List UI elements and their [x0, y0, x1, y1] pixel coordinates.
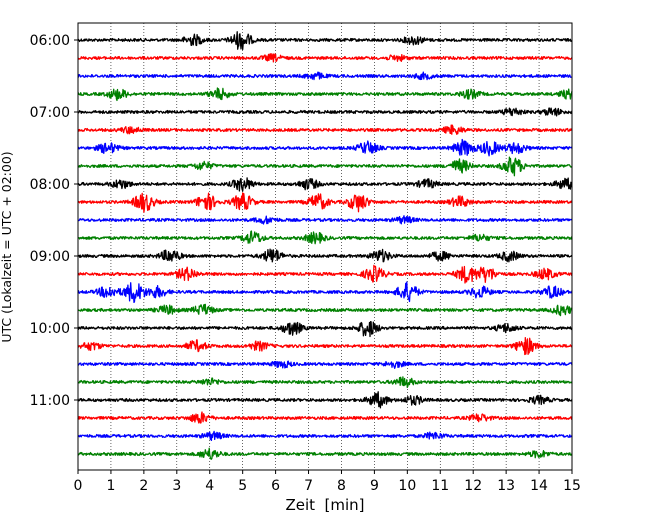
trace-0600	[77, 31, 573, 51]
x-tick-label: 6	[271, 478, 280, 494]
trace-1115	[77, 411, 573, 424]
trace-0815	[77, 192, 573, 213]
plot-frame	[77, 22, 573, 471]
x-tick-label: 1	[106, 478, 115, 494]
trace-1030	[77, 360, 573, 369]
x-tick-label: 5	[238, 478, 247, 494]
trace-0930	[77, 281, 573, 304]
y-tick-label: 10:00	[30, 321, 70, 337]
x-tick-label: 11	[431, 478, 449, 494]
trace-0900	[77, 248, 573, 263]
x-tick-label: 0	[74, 478, 83, 494]
x-tick-label: 8	[337, 478, 346, 494]
trace-0700	[77, 107, 573, 117]
x-tick-label: 9	[370, 478, 379, 494]
y-tick-label: 06:00	[30, 33, 70, 49]
y-tick-label: 08:00	[30, 177, 70, 193]
x-tick-label: 2	[139, 478, 148, 494]
x-tick-label: 3	[172, 478, 181, 494]
x-tick-label: 10	[398, 478, 416, 494]
seismogram-traces	[77, 31, 573, 460]
trace-1045	[77, 376, 573, 389]
x-axis-ticks: 0 1 2 3 4 5 6 7 8 9 10 11 12 13 14 15	[74, 470, 581, 494]
trace-0615	[77, 53, 573, 63]
trace-0745	[77, 156, 573, 177]
trace-1145	[77, 447, 573, 460]
trace-0730	[77, 138, 573, 157]
trace-0845	[77, 230, 573, 245]
y-axis-ticks: 06:00 07:00 08:00 09:00 10:00 11:00	[30, 33, 78, 409]
trace-0800	[77, 177, 573, 192]
trace-0715	[77, 124, 573, 135]
y-tick-label: 11:00	[30, 393, 70, 409]
trace-1000	[77, 320, 573, 338]
y-axis-label: UTC (Lokalzeit = UTC + 02:00)	[0, 151, 14, 342]
x-tick-label: 7	[304, 478, 313, 494]
trace-1130	[77, 430, 573, 442]
trace-0645	[77, 87, 573, 102]
x-tick-label: 13	[497, 478, 515, 494]
y-tick-label: 09:00	[30, 249, 70, 265]
trace-1100	[77, 391, 573, 409]
x-tick-label: 15	[563, 478, 581, 494]
trace-0630	[77, 71, 573, 81]
x-tick-label: 4	[205, 478, 214, 494]
x-tick-label: 12	[464, 478, 482, 494]
trace-0945	[77, 303, 573, 317]
trace-0830	[77, 215, 573, 225]
trace-1015	[77, 336, 573, 356]
x-axis-label: Zeit [min]	[285, 496, 364, 514]
y-tick-label: 07:00	[30, 105, 70, 121]
x-tick-label: 14	[530, 478, 548, 494]
trace-0915	[77, 264, 573, 284]
